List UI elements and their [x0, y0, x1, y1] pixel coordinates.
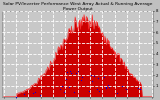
Point: [69, 73, 72, 74]
Point: [66, 71, 68, 73]
Point: [63, 91, 65, 93]
Point: [88, 90, 91, 92]
Point: [34, 92, 36, 93]
Point: [39, 94, 41, 96]
Point: [97, 77, 100, 79]
Point: [68, 86, 70, 88]
Point: [139, 88, 141, 89]
Point: [91, 80, 93, 81]
Point: [65, 79, 67, 80]
Point: [95, 88, 98, 89]
Point: [22, 93, 25, 95]
Point: [121, 86, 123, 87]
Point: [105, 87, 108, 89]
Point: [80, 79, 82, 80]
Title: Solar PV/Inverter Performance West Array Actual & Running Average Power Output: Solar PV/Inverter Performance West Array…: [3, 2, 152, 11]
Point: [80, 77, 83, 78]
Point: [103, 76, 105, 78]
Point: [69, 71, 71, 72]
Point: [15, 96, 17, 97]
Point: [137, 87, 140, 89]
Point: [59, 88, 61, 90]
Point: [72, 91, 75, 92]
Point: [31, 92, 34, 94]
Point: [98, 90, 100, 92]
Point: [107, 86, 110, 88]
Point: [104, 87, 107, 88]
Point: [116, 92, 118, 94]
Point: [77, 70, 79, 72]
Point: [75, 72, 77, 74]
Point: [124, 89, 127, 90]
Point: [89, 75, 92, 76]
Point: [61, 85, 64, 86]
Point: [107, 85, 109, 86]
Point: [93, 76, 96, 77]
